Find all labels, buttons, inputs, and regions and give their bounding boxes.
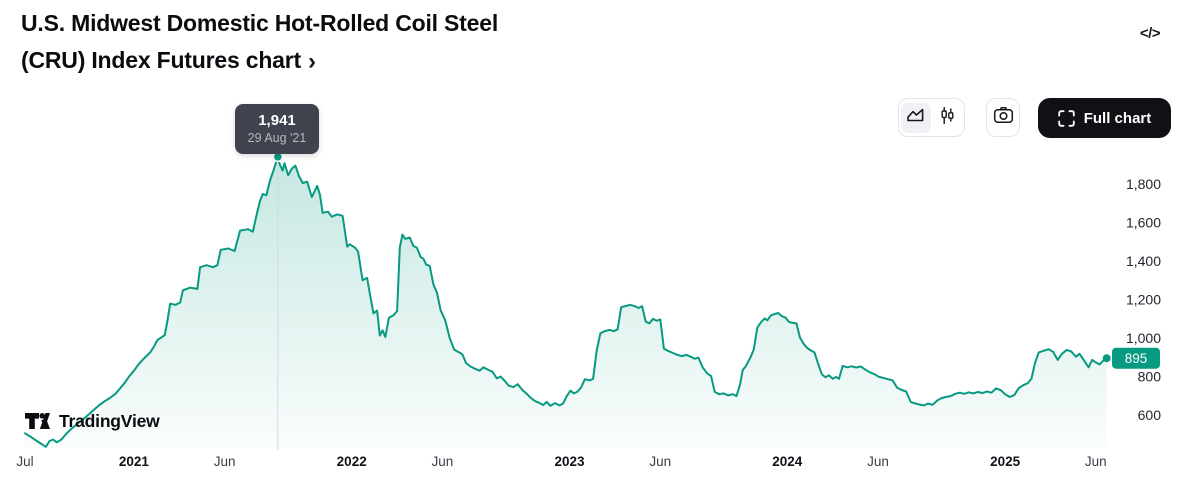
y-axis-label: 600 [1138,407,1162,423]
tradingview-logo-icon [24,411,51,432]
candlestick-icon [940,106,955,130]
area-chart-button[interactable] [900,102,931,133]
x-axis-label: 2024 [772,454,803,469]
area-chart-icon [906,107,926,128]
tradingview-logo-text: TradingView [59,411,160,431]
price-area [25,156,1107,448]
title-chevron-icon[interactable]: › [307,48,316,75]
peak-tooltip: 1,941 29 Aug '21 [235,104,319,154]
x-axis-label: Jun [1085,454,1107,469]
code-embed-icon[interactable]: </> [1139,25,1161,42]
x-axis-label: Jun [649,454,671,469]
x-axis-label: Jun [214,454,236,469]
y-axis-label: 1,000 [1126,330,1161,346]
x-axis-label: 2023 [554,454,585,469]
y-axis-label: 1,400 [1126,253,1161,269]
x-axis-label: 2022 [337,454,367,469]
y-axis-label: 1,600 [1126,215,1161,231]
page-title[interactable]: U.S. Midwest Domestic Hot-Rolled Coil St… [21,5,661,80]
snapshot-button[interactable] [986,98,1020,137]
tradingview-logo[interactable]: TradingView [24,411,160,432]
last-price-badge-label: 895 [1125,351,1148,366]
y-axis-label: 1,200 [1126,292,1161,308]
chart-type-segmented-control [898,98,965,137]
x-axis-label: Jun [432,454,454,469]
tooltip-value: 1,941 [258,112,296,129]
full-chart-button[interactable]: Full chart [1038,98,1171,138]
candlestick-chart-button[interactable] [932,103,962,133]
title-line-2: (CRU) Index Futures chart › [21,42,661,80]
y-axis-label: 800 [1138,369,1162,385]
y-axis-label: 1,800 [1126,176,1161,192]
x-axis-label: 2025 [990,454,1021,469]
title-line-1: U.S. Midwest Domestic Hot-Rolled Coil St… [21,10,499,36]
last-price-dot [1102,354,1111,363]
full-chart-label: Full chart [1083,109,1152,127]
fullscreen-icon [1058,109,1075,127]
camera-icon [993,106,1014,129]
x-axis-label: Jun [867,454,889,469]
price-line [24,155,1108,448]
last-price-badge [1112,347,1160,369]
x-axis-label: 2021 [119,454,150,469]
tooltip-date: 29 Aug '21 [247,131,307,145]
x-axis-label: Jul [16,454,33,469]
